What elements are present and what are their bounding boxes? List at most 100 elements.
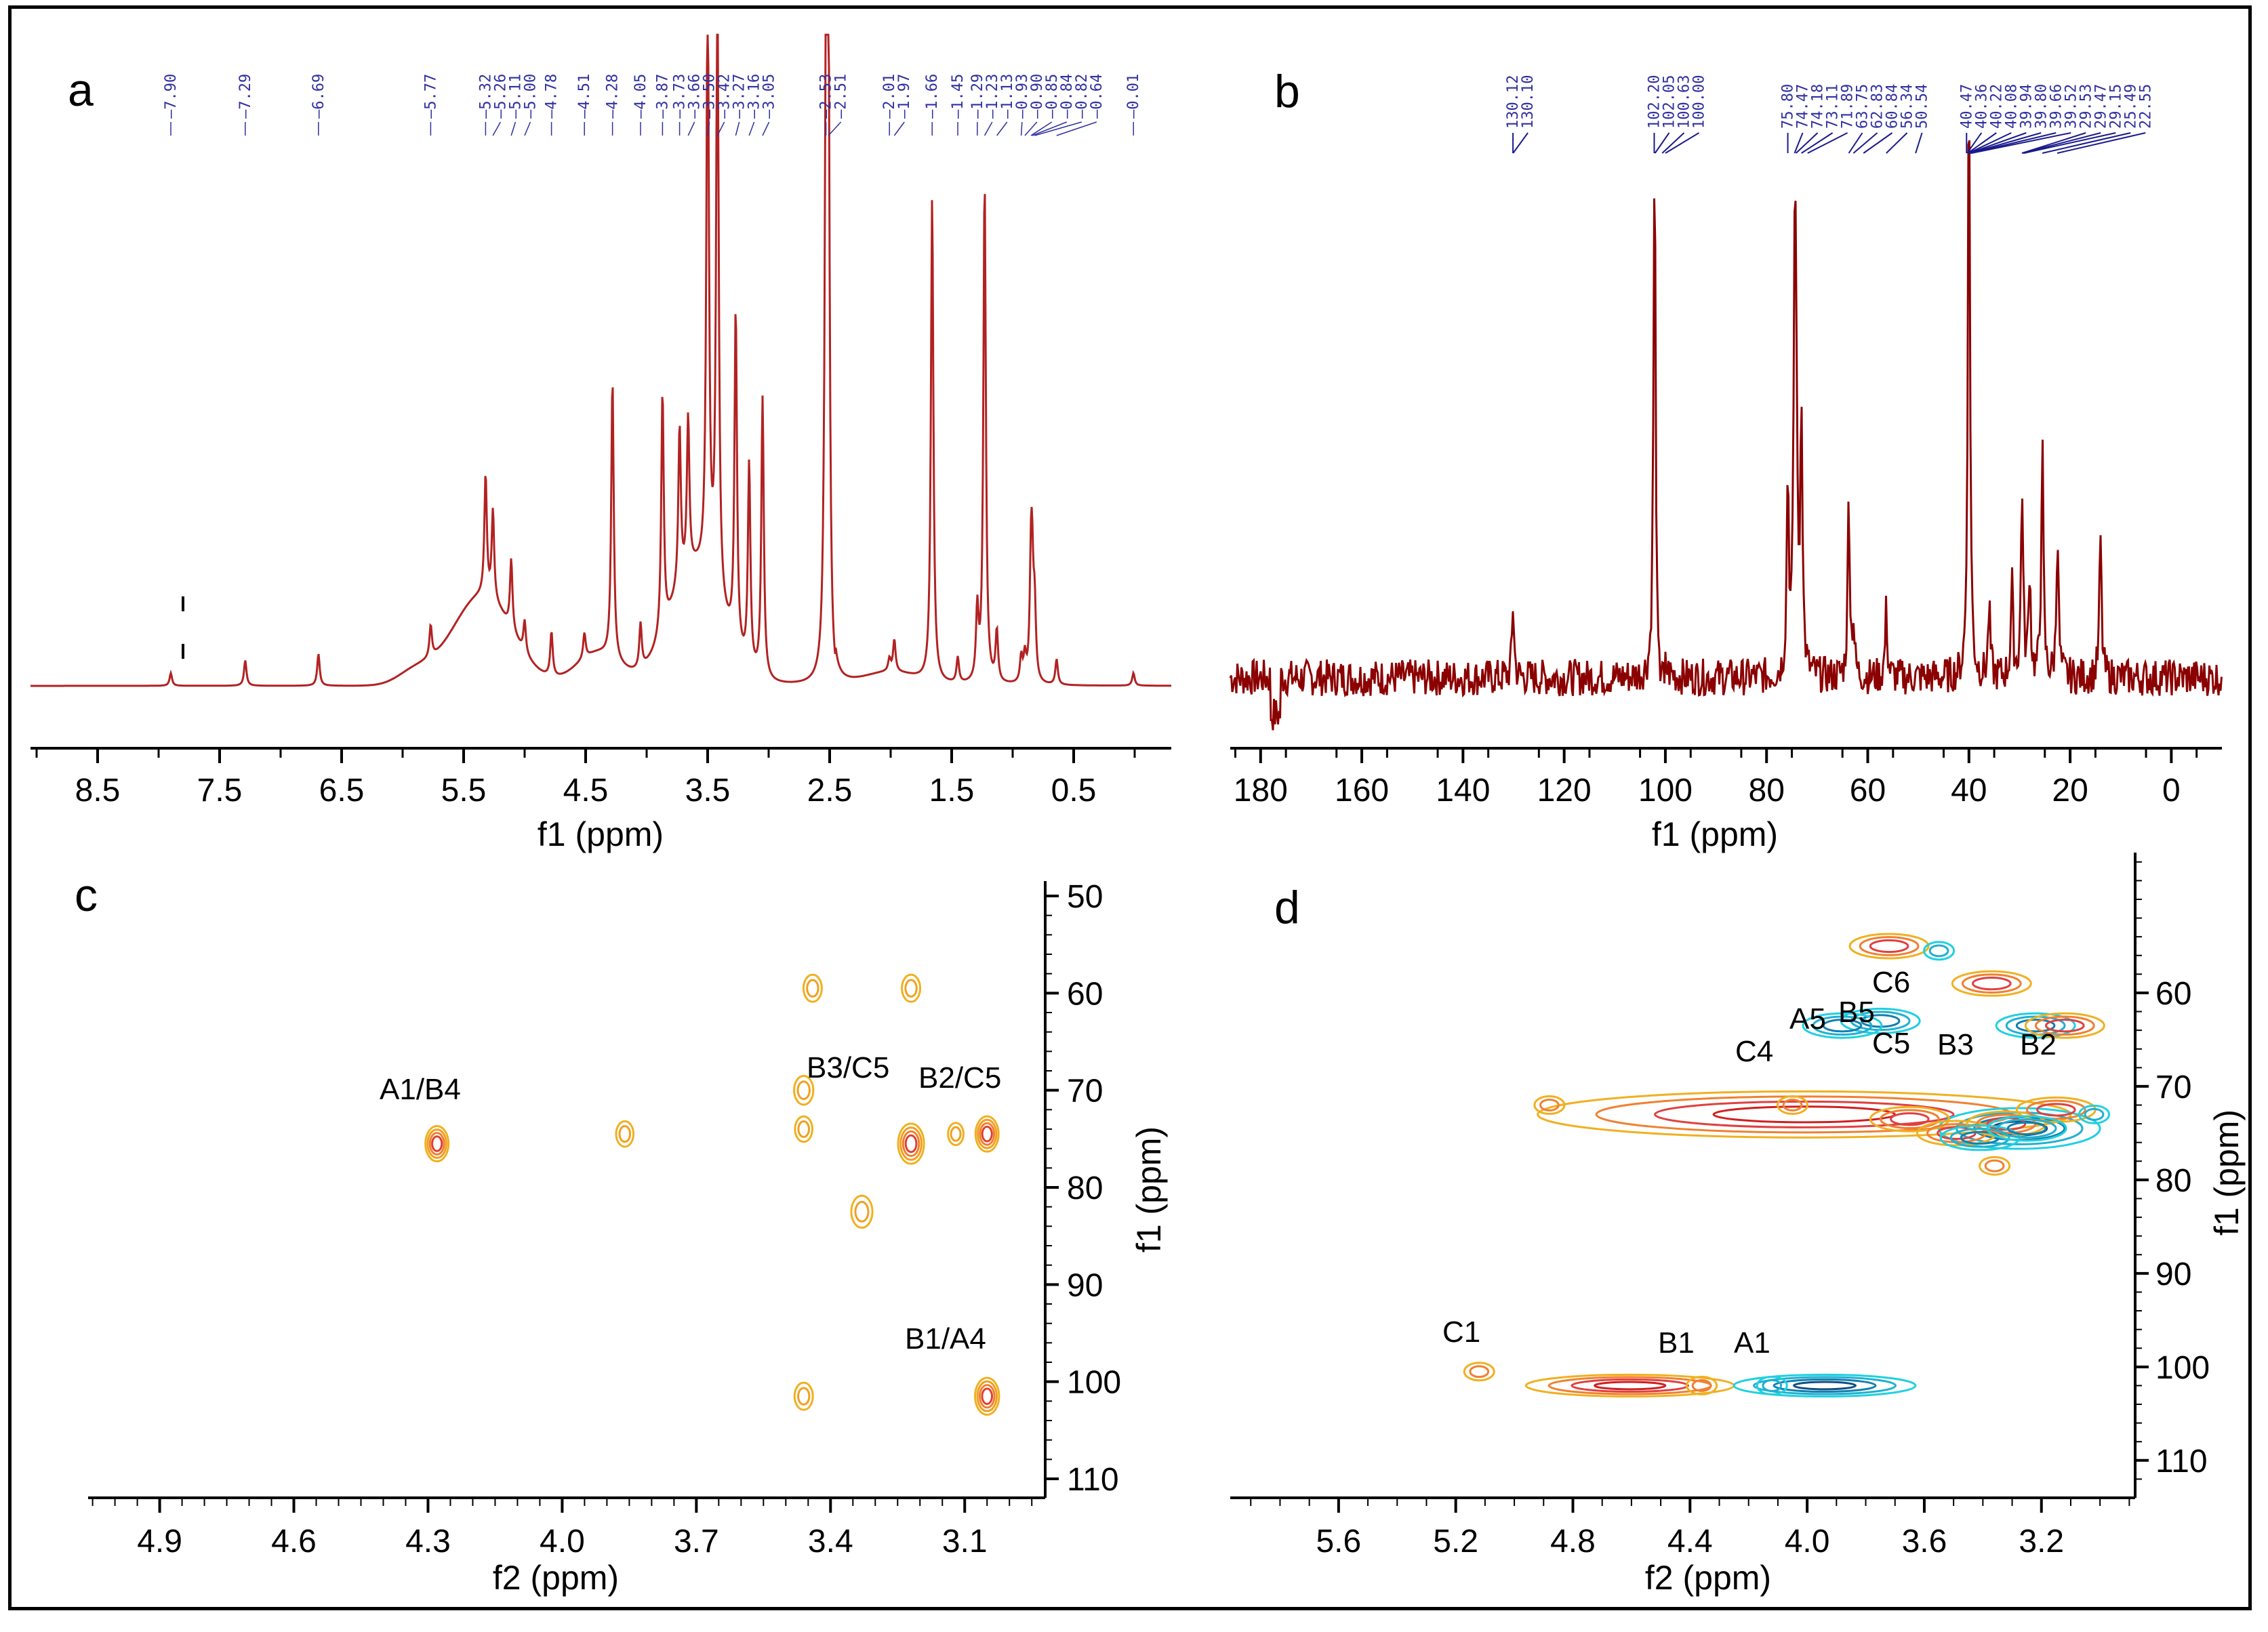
panel-b-peak-label: 56.34 [1899, 84, 1916, 129]
panel-a-peak-label: —1.29 [969, 74, 986, 119]
panel-d-cross-peak [2034, 1015, 2095, 1036]
panel-b-peak-leader [1970, 132, 2042, 154]
panel-a-peak-label: —0.85 [1044, 74, 1061, 119]
panel-c-y-tick-label: 90 [1067, 1267, 1103, 1303]
panel-d-cross-peak [1923, 941, 1956, 961]
panel-d-cross-peak [1869, 939, 1909, 954]
panel-c-cross-peak [426, 1128, 447, 1159]
panel-b-peak-leader [1968, 132, 2012, 154]
panel-c-cross-peak [950, 1126, 962, 1142]
panel-d-cross-peak [2006, 1121, 2047, 1136]
panel-b-peak-leader [1848, 132, 1863, 154]
panel-a-peak-label: —7.90 [163, 74, 180, 119]
panel-d-cross-peak [1533, 1095, 1566, 1116]
panel-a-tick-label: 4.5 [563, 773, 609, 809]
panel-d-tick-label: 3.6 [1902, 1524, 1947, 1559]
panel-c-cross-peak [793, 1381, 814, 1411]
panel-a-peak-leader [1034, 121, 1082, 136]
panel-a-peak-label: —4.51 [576, 74, 593, 119]
panel-a-peak-label: —2.53 [818, 74, 835, 119]
panel-a-tick-label: 7.5 [197, 773, 243, 809]
panel-c-cross-peak [615, 1120, 635, 1148]
panel-c-cross-peak [794, 1115, 814, 1143]
panel-d-tick-label: 3.2 [2019, 1524, 2064, 1559]
panel-a-peak-label: —3.16 [746, 74, 763, 119]
panel-d-cross-peak [2015, 1019, 2056, 1033]
panel-d-cross-peak [1762, 1379, 1783, 1392]
panel-d-cross-peak [1782, 1099, 1803, 1111]
panel-d-tick-label: 5.6 [1316, 1524, 1361, 1559]
panel-a-tick-label: 6.5 [319, 773, 365, 809]
panel-a-peak-label: —0.84 [1059, 74, 1076, 119]
panel-b-tick-group: 180 160 140 120 100 80 60 40 20 0 [1234, 748, 2198, 809]
panel-b-peak-leader [1654, 132, 1670, 154]
panel-b-peak-label: 63.75 [1855, 84, 1871, 129]
panel-d-cross-peak [1777, 1095, 1809, 1116]
panel-b-peak-leader [1886, 132, 1908, 154]
panel-a-peak-leader [687, 121, 695, 136]
panel-d-cross-peak [1859, 936, 1920, 956]
panel-b-peak-leader [1512, 132, 1528, 154]
panel-d-y-tick-label: 80 [2155, 1163, 2191, 1199]
panel-d-tick-label: 4.8 [1550, 1524, 1596, 1559]
panel-d-cross-peak [2024, 1012, 2105, 1039]
panel-b-tick-label: 180 [1234, 773, 1288, 809]
panel-c-annotation: B2/C5 [918, 1061, 1001, 1095]
panel-d-annotation-group: C6 A5 B5 C4 C5 B3 B2 C1 B1 A1 [1442, 966, 2057, 1360]
panel-a-tick-label: 3.5 [685, 773, 731, 809]
panel-a-peak-label: —1.13 [999, 74, 1016, 119]
panel-c-cross-peak [981, 1387, 994, 1405]
panel-b-peak-leader [1915, 132, 1923, 154]
panel-d-cross-peak [1879, 1109, 1940, 1130]
panel-d-cross-peak [1860, 1014, 1901, 1028]
panel-a-peak-label: —2.51 [833, 74, 850, 119]
panel-a-peak-label: —4.78 [544, 74, 561, 119]
panel-a-peak-label: —5.32 [477, 74, 494, 119]
panel-d-cross-peak [1594, 1381, 1667, 1391]
panel-a-peak-leader [762, 121, 770, 136]
panel-d-y-tick-label: 110 [2155, 1444, 2208, 1480]
panel-c-cross-peak [899, 1126, 923, 1161]
panel-b-peak-leader [2042, 132, 2131, 154]
panel-b-peak-label: 73.11 [1825, 84, 1842, 129]
panel-b-peak-label: 40.22 [1988, 84, 2005, 129]
panel-a-peak-leader [707, 121, 710, 136]
panel-d-annotation: B1 [1658, 1326, 1695, 1360]
panel-c-hmbc: 4.9 4.6 4.3 4.0 3.7 3.4 3.1 50 60 70 80 90 100 110 A1… [88, 879, 1168, 1597]
panel-d-y-tick-label: 70 [2155, 1069, 2191, 1105]
panel-c-y-tick-label: 50 [1067, 879, 1103, 915]
panel-b-peak-label: 39.66 [2048, 84, 2065, 129]
panel-a-peak-label: —4.28 [605, 74, 622, 119]
panel-c-cross-peak [976, 1380, 998, 1412]
panel-b-peak-label: 29.15 [2107, 84, 2124, 129]
panel-b-peak-label: 75.80 [1780, 84, 1797, 129]
panel-d-cross-peak [1966, 1110, 2047, 1137]
panel-c-cross-peak [897, 1122, 925, 1165]
panel-a-peak-leader [492, 121, 502, 136]
panel-a-peak-label: —1.97 [896, 74, 913, 119]
panel-d-cross-peak [1848, 933, 1930, 960]
panel-d-cross-peak [1756, 1375, 1788, 1395]
panel-d-cross-peak [1890, 1112, 1930, 1126]
panel-b-peak-leader [1852, 132, 1878, 154]
panel-c-cross-peak [802, 973, 823, 1003]
panel-letter-a: a [68, 64, 94, 116]
panel-b-peak-label: 40.08 [2003, 84, 2020, 129]
panel-b-tick-label: 120 [1537, 773, 1592, 809]
panel-a-peak-label: —0.93 [1014, 74, 1031, 119]
panel-b-peak-label: 39.52 [2063, 84, 2080, 129]
panel-d-tick-group: 5.6 5.2 4.8 4.4 4.0 3.6 3.2 60 70 80 90 100 110 [1250, 861, 2210, 1559]
panel-b-peak-leader [1968, 132, 2027, 154]
panel-c-cross-peak [796, 1080, 811, 1101]
panel-a-1h-spectrum: 8.5 7.5 6.5 5.5 4.5 3.5 2.5 1.5 0.5 —7.90 —7.29 —6… [31, 33, 1171, 853]
panel-c-cross-peak [431, 1135, 443, 1152]
panel-b-peak-label: 62.83 [1869, 84, 1886, 129]
panel-a-peak-leader [735, 121, 740, 136]
panel-b-peak-label: 130.12 [1505, 75, 1522, 129]
panel-a-peak-label: —5.26 [492, 74, 509, 119]
panel-b-tick-label: 140 [1436, 773, 1490, 809]
panel-a-tick-label: 5.5 [441, 773, 487, 809]
panel-b-peak-leader [2057, 132, 2146, 154]
panel-b-peak-leader [1661, 132, 1685, 154]
panel-c-tick-group: 4.9 4.6 4.3 4.0 3.7 3.4 3.1 50 60 70 80 90 100 110 [92, 879, 1121, 1559]
